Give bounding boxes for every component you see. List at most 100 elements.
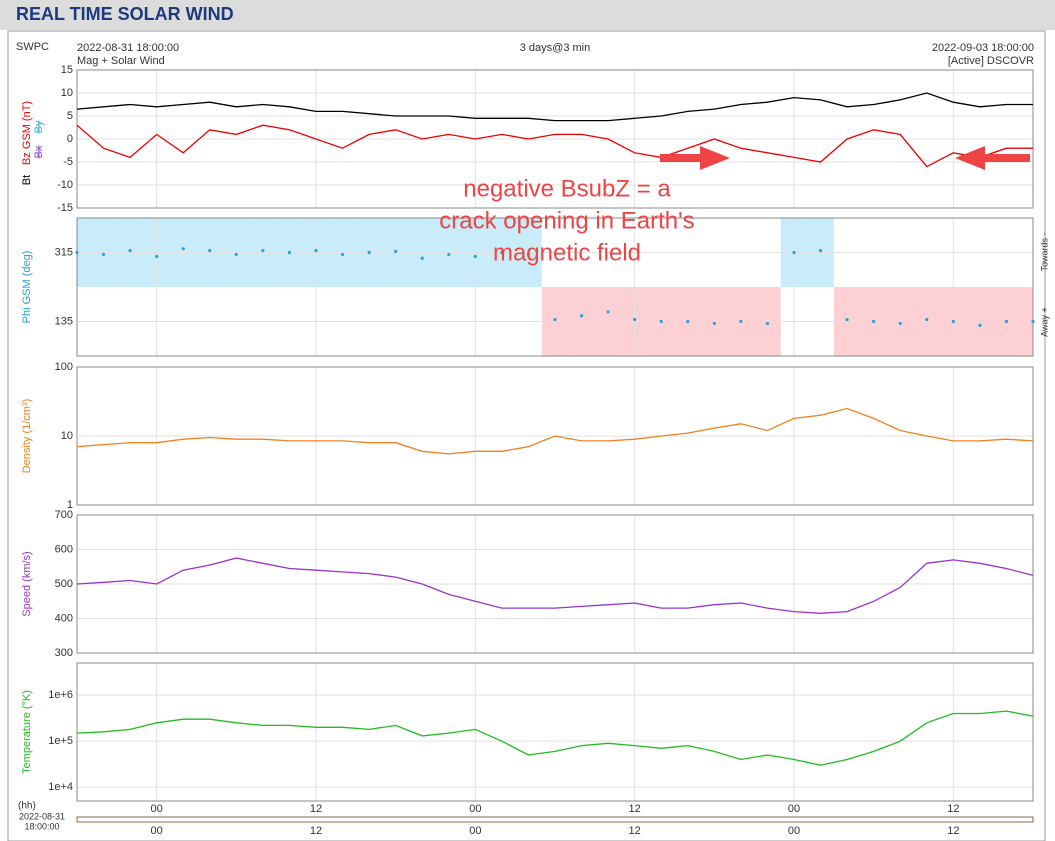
x-tick-label: 12 bbox=[310, 825, 322, 837]
x-origin-date: 2022-08-31 bbox=[19, 811, 65, 821]
data-point bbox=[898, 321, 902, 326]
data-point bbox=[526, 252, 531, 257]
y-tick-label: 1e+5 bbox=[48, 735, 73, 747]
data-point bbox=[340, 252, 345, 257]
data-point bbox=[447, 252, 451, 257]
y-tick-label: -15 bbox=[57, 202, 73, 214]
y-tick-label: 400 bbox=[55, 612, 73, 624]
satellite: [Active] DSCOVR bbox=[948, 55, 1034, 67]
data-point bbox=[845, 317, 849, 322]
data-point bbox=[473, 254, 477, 258]
side-label: Away + bbox=[1039, 307, 1049, 337]
y-label: Bz GSM (nT) bbox=[21, 101, 33, 165]
x-tick-label: 00 bbox=[469, 825, 481, 837]
data-line bbox=[76, 407, 1034, 455]
plot-frame bbox=[76, 69, 1034, 209]
y-label: Density (1/cm³) bbox=[21, 399, 33, 474]
data-point bbox=[633, 317, 637, 322]
data-point bbox=[155, 254, 159, 258]
y-tick-label: 1e+4 bbox=[48, 781, 73, 793]
x-tick-label: 00 bbox=[788, 825, 800, 837]
data-point bbox=[208, 248, 212, 253]
data-point bbox=[234, 252, 238, 257]
source: SWPC bbox=[16, 41, 49, 53]
y-tick-label: 5 bbox=[67, 110, 73, 122]
data-point bbox=[686, 319, 690, 324]
data-point bbox=[75, 250, 79, 255]
annotation: negative BsubZ = a crack opening in Earth… bbox=[439, 146, 1030, 266]
data-point bbox=[659, 319, 663, 324]
data-point bbox=[579, 314, 584, 318]
data-point bbox=[1004, 319, 1009, 324]
data-point bbox=[261, 248, 265, 253]
y-tick-label: 0 bbox=[67, 133, 73, 145]
y-tick-label: 15 bbox=[61, 64, 73, 76]
header-bar bbox=[0, 0, 1055, 30]
time-bar bbox=[76, 816, 1034, 823]
y-tick-label: -5 bbox=[63, 156, 73, 168]
data-point bbox=[872, 319, 876, 324]
data-point bbox=[101, 252, 106, 257]
x-tick-label: 00 bbox=[151, 803, 163, 815]
data-point bbox=[951, 319, 955, 324]
y-tick-label: 300 bbox=[55, 647, 73, 659]
plot-frame bbox=[76, 662, 1034, 802]
y-label-hidden: By bbox=[33, 120, 45, 133]
y-tick-label: 1 bbox=[67, 499, 73, 511]
x-tick-label: 12 bbox=[629, 825, 641, 837]
x-origin-time: 18:00:00 bbox=[24, 821, 59, 831]
y-label: Bt bbox=[21, 175, 33, 185]
y-label: Speed (km/s) bbox=[21, 551, 33, 616]
data-point bbox=[818, 248, 823, 253]
y-tick-label: 500 bbox=[55, 578, 73, 590]
annotation-text: magnetic field bbox=[493, 239, 641, 266]
data-point bbox=[553, 317, 557, 322]
x-tick-label: 12 bbox=[947, 803, 959, 815]
y-tick-label: -10 bbox=[57, 179, 73, 191]
x-tick-label: 12 bbox=[629, 803, 641, 815]
y-tick-label: 1e+6 bbox=[48, 689, 73, 701]
data-point bbox=[1031, 319, 1035, 324]
arrow bbox=[955, 146, 1030, 170]
x-tick-label: 12 bbox=[310, 803, 322, 815]
side-label: Towards - bbox=[1039, 232, 1049, 271]
x-tick-label: 12 bbox=[947, 825, 959, 837]
data-point bbox=[739, 319, 743, 324]
data-point bbox=[500, 250, 504, 255]
data-point bbox=[128, 248, 132, 253]
data-point bbox=[925, 317, 929, 322]
data-point bbox=[765, 321, 770, 326]
data-point bbox=[712, 321, 716, 326]
y-tick-label: 315 bbox=[55, 246, 73, 258]
data-line bbox=[76, 92, 1033, 122]
data-point bbox=[287, 250, 292, 255]
x-tick-label: 00 bbox=[788, 803, 800, 815]
y-tick-label: 100 bbox=[55, 361, 73, 373]
annotation-text: negative BsubZ = a bbox=[463, 175, 671, 202]
y-tick-label: 10 bbox=[61, 430, 73, 442]
plots: -15 -10 -5 0 5 10 15 Bz GSM (nT) Bt Bx By Towards -… bbox=[21, 64, 1049, 837]
page-title: REAL TIME SOLAR WIND bbox=[16, 4, 234, 24]
x-tick-label: 00 bbox=[151, 825, 163, 837]
data-line bbox=[76, 557, 1034, 614]
data-line bbox=[76, 710, 1034, 766]
product: Mag + Solar Wind bbox=[77, 55, 165, 67]
y-tick-label: 600 bbox=[55, 543, 73, 555]
span: 3 days@3 min bbox=[520, 42, 590, 54]
y-label: Phi GSM (deg) bbox=[21, 251, 33, 324]
plot-frame bbox=[76, 366, 1034, 506]
data-point bbox=[978, 323, 982, 327]
data-point bbox=[181, 247, 185, 251]
data-line bbox=[76, 124, 1033, 168]
x-unit: (hh) bbox=[18, 801, 36, 812]
data-point bbox=[420, 256, 424, 260]
y-label-hidden: Bx bbox=[33, 145, 45, 158]
y-tick-label: 10 bbox=[61, 87, 73, 99]
y-tick-label: 700 bbox=[55, 509, 73, 521]
annotation-text: crack opening in Earth's bbox=[439, 207, 694, 234]
x-tick-label: 00 bbox=[469, 803, 481, 815]
data-point bbox=[367, 250, 371, 255]
y-label: Temperature (°K) bbox=[21, 690, 33, 774]
start-time: 2022-08-31 18:00:00 bbox=[77, 42, 179, 54]
